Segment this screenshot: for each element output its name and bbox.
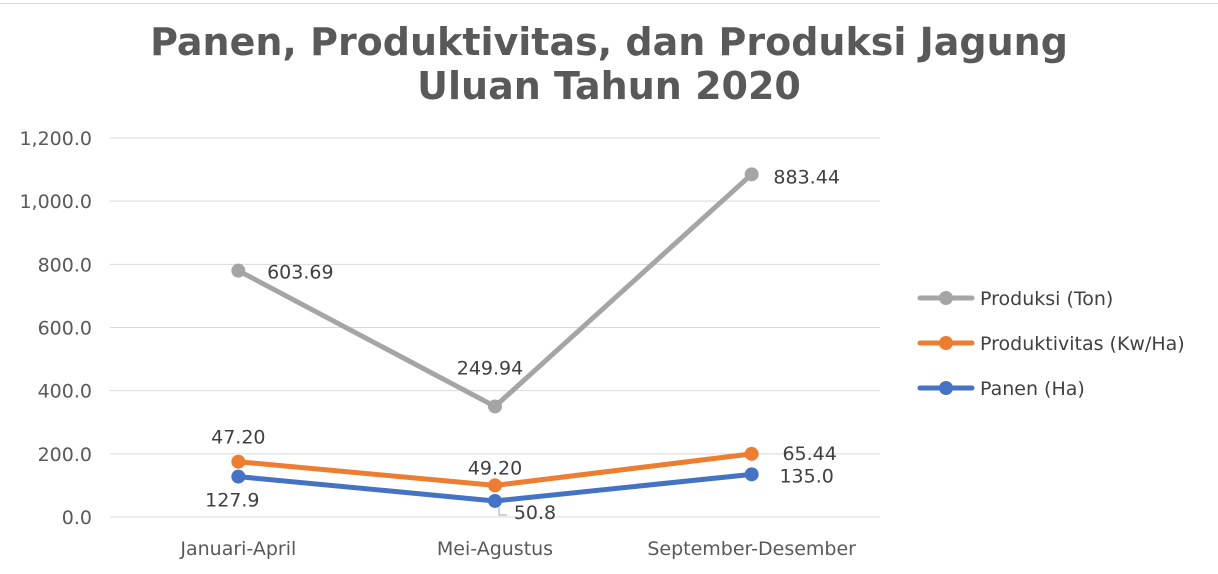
chart-title-line-2: Uluan Tahun 2020 xyxy=(417,64,801,108)
grid-layer xyxy=(110,137,880,518)
chart-title-line-1: Panen, Produktivitas, dan Produksi Jagun… xyxy=(150,20,1068,64)
data-label-layer: 603.69 249.94 883.44 47.20 49.20 65.44 127.9 50… xyxy=(205,166,840,524)
x-tick-label: Januari-April xyxy=(179,538,296,560)
data-point xyxy=(488,399,502,414)
data-point xyxy=(488,493,502,508)
legend: Produksi (Ton) Produktivitas (Kw/Ha) Panen… xyxy=(917,288,1185,400)
axis-layer: 0.0 200.0 400.0 600.0 800.0 1,000.0 1,200.0 Jan… xyxy=(19,128,856,560)
data-label: 883.44 xyxy=(773,166,839,188)
data-point xyxy=(744,467,759,482)
y-tick-label: 1,200.0 xyxy=(19,128,92,150)
y-tick-label: 1,000.0 xyxy=(19,191,92,213)
data-point xyxy=(744,167,759,182)
data-label: 127.9 xyxy=(205,490,259,512)
y-tick-label: 800.0 xyxy=(38,254,92,276)
data-label: 50.8 xyxy=(514,502,556,524)
data-point xyxy=(231,454,246,469)
data-label: 249.94 xyxy=(457,357,523,379)
data-point xyxy=(231,469,246,484)
data-point xyxy=(488,478,502,493)
legend-swatch-marker xyxy=(939,336,953,350)
data-label: 135.0 xyxy=(779,465,833,487)
legend-swatch-marker xyxy=(939,291,953,305)
y-tick-label: 400.0 xyxy=(38,381,92,403)
data-label: 603.69 xyxy=(267,262,333,284)
data-label: 65.44 xyxy=(782,443,836,465)
x-tick-label: September-Desember xyxy=(647,538,856,560)
legend-swatch-marker xyxy=(939,381,953,395)
x-tick-label: Mei-Agustus xyxy=(437,538,553,560)
chart-top-border xyxy=(0,0,1218,4)
y-tick-label: 200.0 xyxy=(38,444,92,466)
data-point xyxy=(231,263,246,278)
data-point xyxy=(744,446,759,461)
data-label: 47.20 xyxy=(211,427,265,449)
y-tick-label: 0.0 xyxy=(62,507,92,529)
series-layer xyxy=(231,167,759,508)
legend-label: Panen (Ha) xyxy=(980,378,1085,400)
legend-label: Produksi (Ton) xyxy=(980,288,1113,310)
legend-label: Produktivitas (Kw/Ha) xyxy=(980,333,1185,355)
leader-line xyxy=(498,506,507,516)
data-label: 49.20 xyxy=(468,457,522,479)
y-tick-label: 600.0 xyxy=(38,318,92,340)
